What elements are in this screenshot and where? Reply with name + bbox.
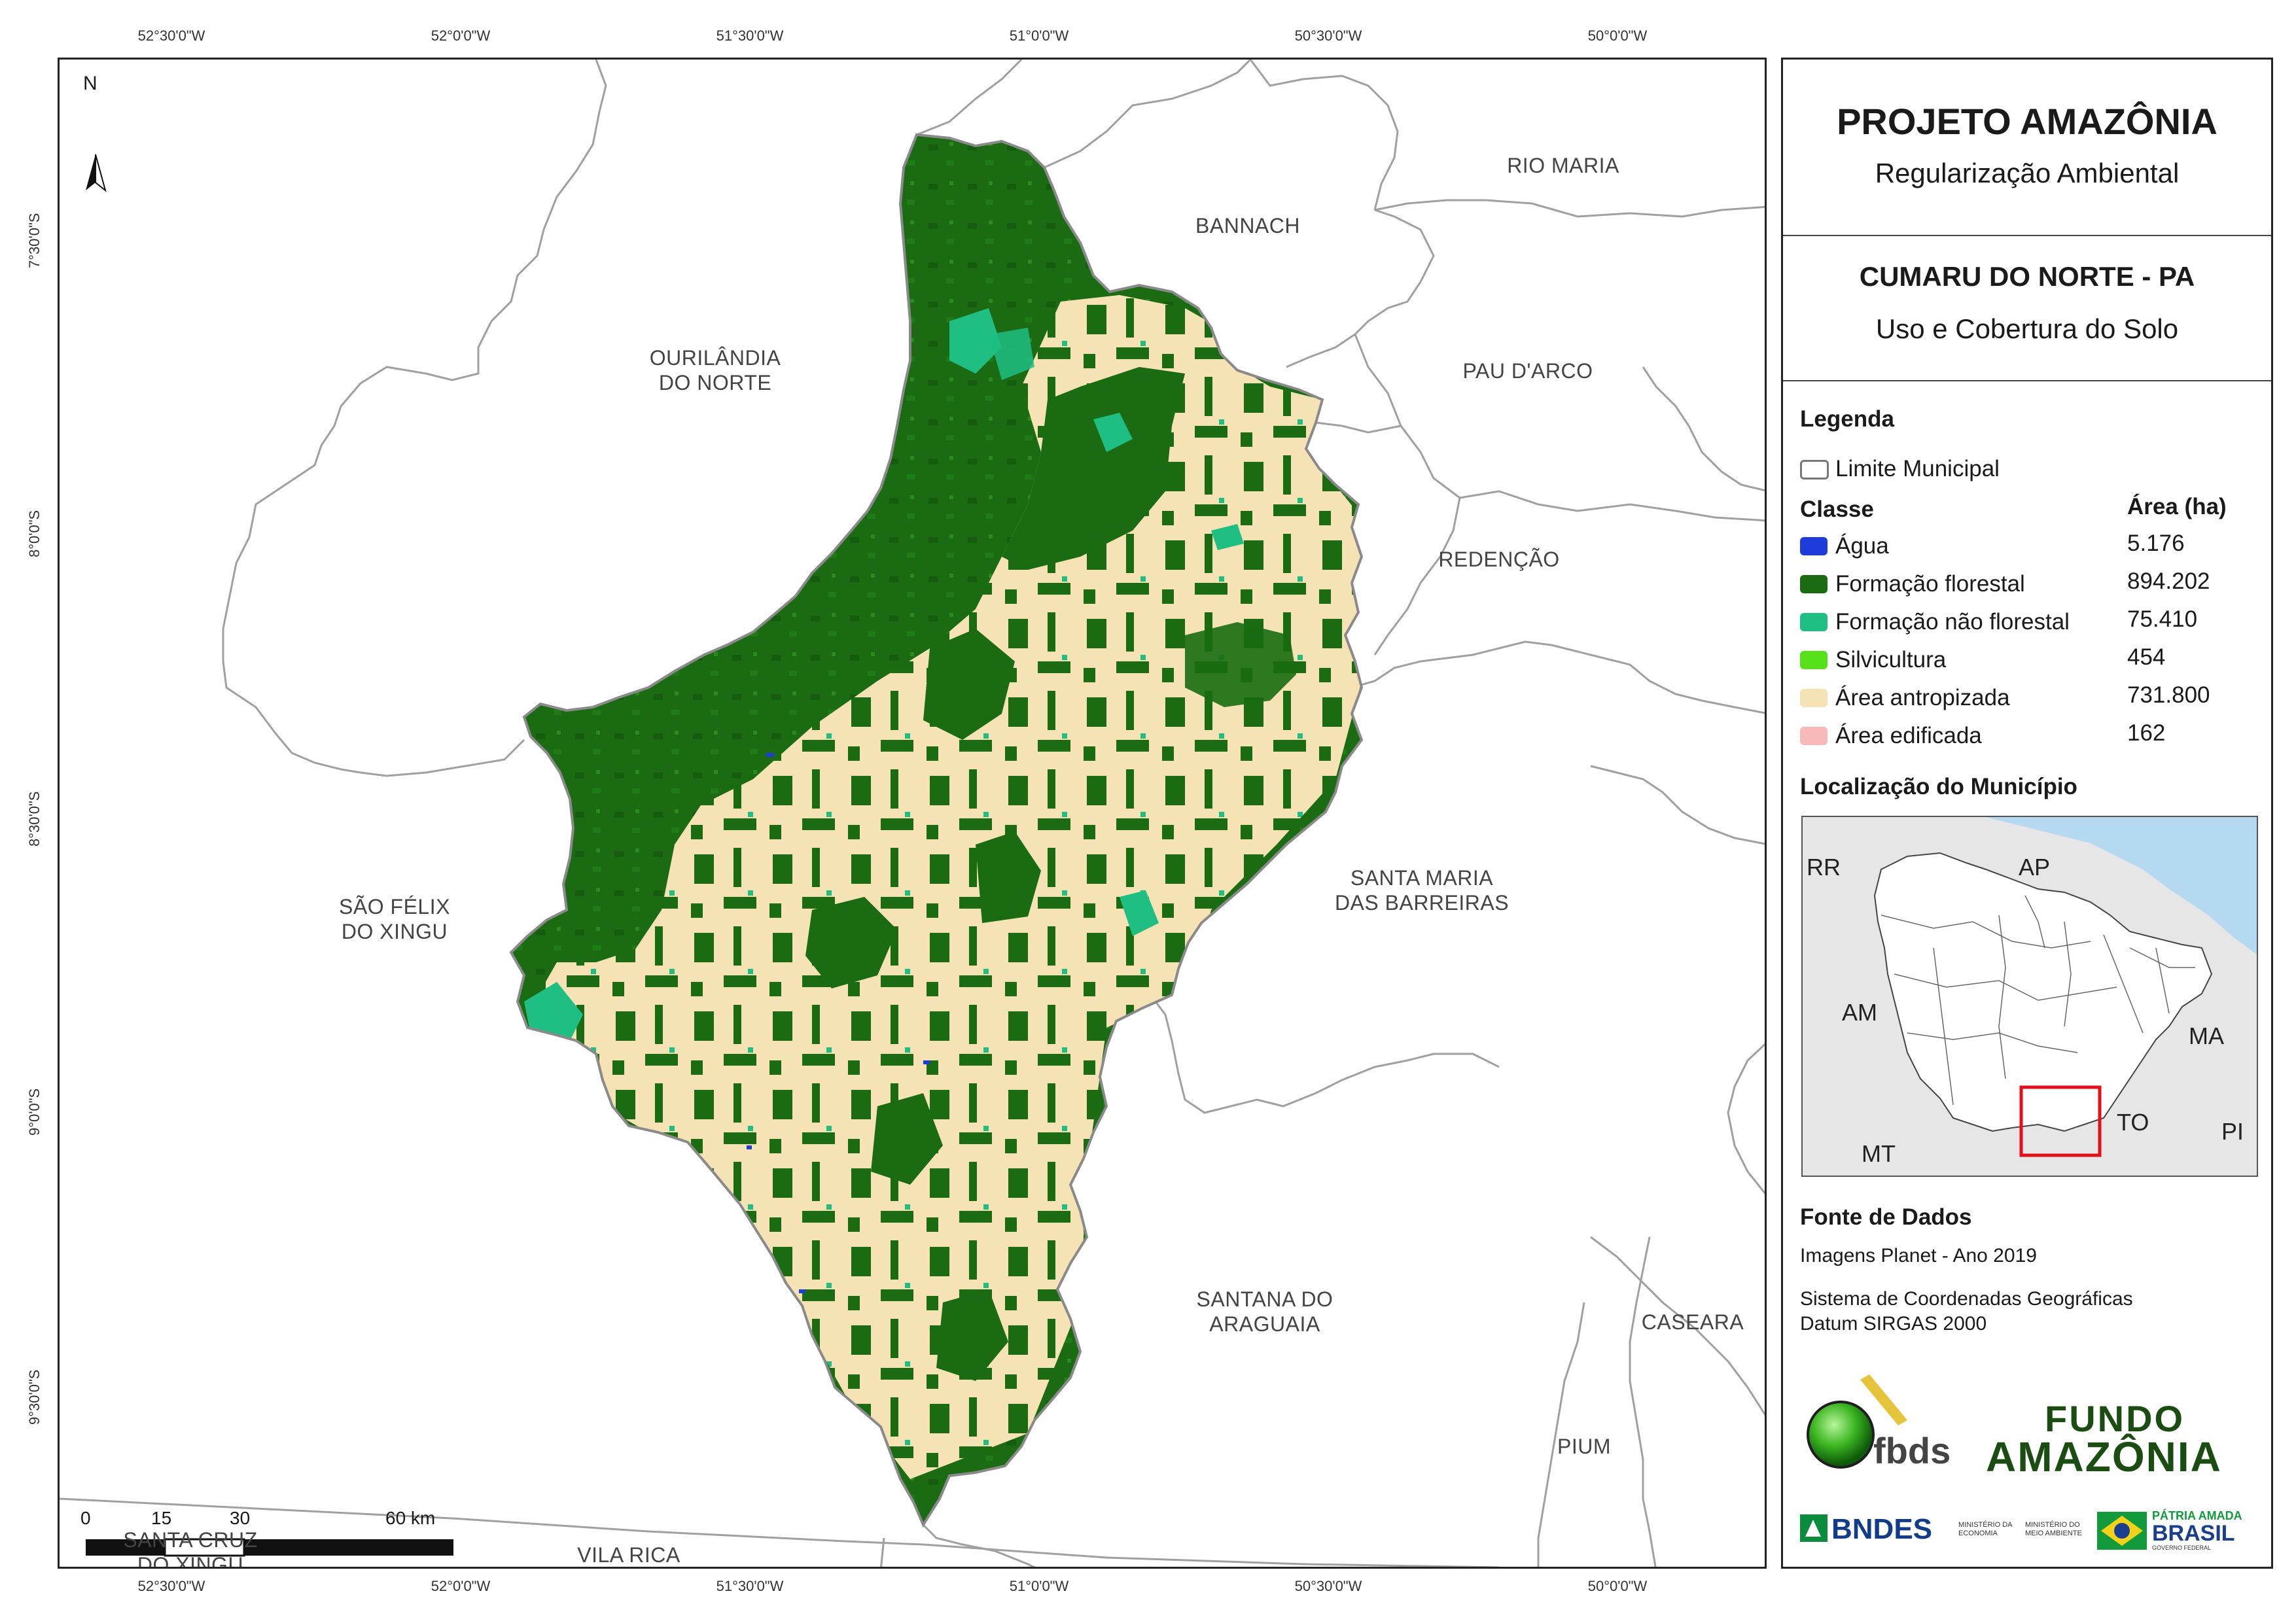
class-heading: Classe xyxy=(1800,497,1874,522)
sources-line: Imagens Planet - Ano 2019 xyxy=(1800,1245,2037,1266)
municipality-label: CASEARA xyxy=(1641,1310,1744,1334)
location-heading: Localização do Município xyxy=(1800,774,2077,799)
cumaru-boundary xyxy=(509,133,1364,1528)
top-coord-label: 50°30'0"W xyxy=(1294,27,1362,44)
municipality-label: SANTANA DO ARAGUAIA xyxy=(1196,1287,1333,1336)
scale-tick-label: 30 xyxy=(230,1508,251,1528)
municipality-label: BANNACH xyxy=(1195,214,1300,237)
left-coord-label: 7°30'0"S xyxy=(26,213,43,268)
top-coord-label: 51°0'0"W xyxy=(1009,27,1069,44)
bottom-coord-label: 50°30'0"W xyxy=(1294,1578,1362,1594)
scale-tick-label: 15 xyxy=(151,1508,172,1528)
municipality-label: PIUM xyxy=(1557,1435,1611,1458)
boundary-swatch xyxy=(1800,460,1829,480)
project-subtitle: Regularização Ambiental xyxy=(1875,158,2180,188)
ministry-economy-logo: MINISTÉRIO DA ECONOMIA xyxy=(1958,1521,2013,1537)
area-heading: Área (ha) xyxy=(2127,494,2227,519)
municipality-label: PAU D'ARCO xyxy=(1462,359,1593,383)
crs-line-2: Datum SIRGAS 2000 xyxy=(1800,1313,1987,1335)
top-coord-label: 52°0'0"W xyxy=(431,27,491,44)
top-coord-label: 52°30'0"W xyxy=(137,27,205,44)
map-frame: N BANNACH RIO MARIA OURILÂNDIA DO NORTE … xyxy=(58,58,1767,1569)
left-coord-label: 9°0'0"S xyxy=(26,1088,43,1136)
municipality-label: SÃO FÉLIX DO XINGU xyxy=(339,895,450,943)
north-arrow-icon xyxy=(86,154,107,192)
north-label: N xyxy=(83,73,97,94)
map-subject: Uso e Cobertura do Solo xyxy=(1875,313,2179,344)
municipal-boundaries xyxy=(60,60,1765,1567)
bottom-coord-label: 51°0'0"W xyxy=(1009,1578,1069,1594)
left-coord-label: 8°0'0"S xyxy=(26,510,43,557)
info-panel: PROJETO AMAZÔNIA Regularização Ambiental… xyxy=(1781,58,2273,1569)
crs-line-1: Sistema de Coordenadas Geográficas xyxy=(1800,1288,2133,1310)
top-coord-label: 50°0'0"W xyxy=(1587,27,1648,44)
scale-bar xyxy=(86,1538,453,1557)
project-title: PROJETO AMAZÔNIA xyxy=(1837,101,2217,142)
map-canvas xyxy=(60,60,1765,1567)
fbds-logo: fbds xyxy=(1801,1374,1958,1473)
bottom-coord-label: 52°0'0"W xyxy=(431,1578,491,1594)
municipality-label: OURILÂNDIA DO NORTE xyxy=(649,346,781,394)
municipality-label: SANTA CRUZ DO XINGU xyxy=(123,1528,258,1569)
ministry-environment-logo: MINISTÉRIO DO MEIO AMBIENTE xyxy=(2025,1521,2082,1537)
legend-heading: Legenda xyxy=(1800,406,1894,432)
scale-tick-label: 60 km xyxy=(385,1508,436,1528)
left-coord-label: 9°30'0"S xyxy=(26,1369,43,1425)
patria-amada-brasil-logo: PÁTRIA AMADA BRASIL GOVERNO FEDERAL xyxy=(2097,1509,2261,1551)
scale-tick-label: 0 xyxy=(80,1508,91,1528)
left-coord-label: 8°30'0"S xyxy=(26,791,43,846)
municipality-label: VILA RICA xyxy=(577,1543,680,1567)
bottom-coord-label: 51°30'0"W xyxy=(716,1578,784,1594)
location-highlight xyxy=(2019,1085,2102,1157)
bndes-logo: BNDES xyxy=(1800,1512,1970,1546)
bottom-coord-label: 52°30'0"W xyxy=(137,1578,205,1594)
fundo-amazonia-logo: FUNDO AMAZÔNIA xyxy=(1986,1398,2222,1480)
municipality-label: REDENÇÃO xyxy=(1438,548,1560,571)
top-coord-label: 51°30'0"W xyxy=(716,27,784,44)
location-inset-map: RR AP AM MA TO MT PI xyxy=(1801,816,2258,1177)
municipality-label: SANTA MARIA DAS BARREIRAS xyxy=(1334,866,1510,915)
sources-heading: Fonte de Dados xyxy=(1800,1204,1972,1230)
bottom-coord-label: 50°0'0"W xyxy=(1587,1578,1648,1594)
municipality-label: RIO MARIA xyxy=(1507,154,1619,177)
municipality-title: CUMARU DO NORTE - PA xyxy=(1859,261,2195,292)
